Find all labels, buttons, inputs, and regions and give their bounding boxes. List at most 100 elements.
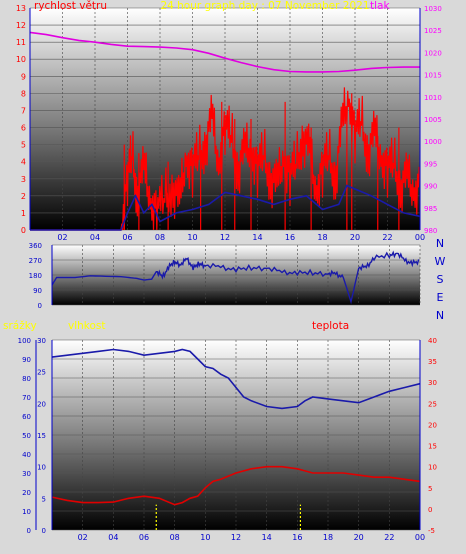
compass-label: N <box>436 237 444 250</box>
humidity-tick-label: 50 <box>22 432 31 440</box>
humidity-temperature-x-tick-label: 10 <box>200 533 210 542</box>
temperature-tick-label: 35 <box>428 358 437 366</box>
temperature-tick-label: 0 <box>428 506 432 514</box>
humidity-tick-label: 80 <box>22 375 31 383</box>
rain-tick-label: 0 <box>42 527 46 535</box>
pressure-tick-label: 995 <box>424 160 437 168</box>
humidity-temperature-x-tick-label: 16 <box>292 533 302 542</box>
wind-average-line <box>30 184 421 231</box>
compass-label: E <box>437 291 444 304</box>
wind-pressure-x-tick-label: 16 <box>285 233 295 242</box>
compass-label: N <box>436 309 444 322</box>
rain-tick-label: 10 <box>37 464 46 472</box>
wind-pressure-x-tick-label: 04 <box>90 233 100 242</box>
humidity-tick-label: 100 <box>18 337 31 345</box>
wind-pressure-x-tick-label: 06 <box>122 233 132 242</box>
wind-speed-tick-label: 13 <box>16 4 26 13</box>
wind-speed-tick-label: 0 <box>21 226 26 235</box>
humidity-tick-label: 10 <box>22 508 31 516</box>
pressure-tick-label: 1030 <box>424 5 442 13</box>
humidity-tick-label: 40 <box>22 451 31 459</box>
humidity-temperature-x-tick-label: 04 <box>108 533 118 542</box>
temperature-tick-label: 5 <box>428 485 432 493</box>
temperature-tick-label: 40 <box>428 337 437 345</box>
wind-pressure-x-tick-label: 08 <box>155 233 165 242</box>
pressure-tick-label: 980 <box>424 227 437 235</box>
direction-tick-label: 0 <box>38 302 42 310</box>
humidity-line <box>51 348 421 410</box>
wind-speed-tick-label: 11 <box>16 38 26 47</box>
humidity-temperature-x-tick-label: 18 <box>323 533 333 542</box>
temperature-tick-label: 20 <box>428 421 437 429</box>
temperature-tick-label: 10 <box>428 464 437 472</box>
compass-label: W <box>435 255 446 268</box>
humidity-temperature-x-tick-label: 06 <box>139 533 149 542</box>
wind-speed-tick-label: 4 <box>21 158 26 167</box>
direction-tick-label: 270 <box>29 257 42 265</box>
temperature-tick-label: 25 <box>428 400 437 408</box>
wind-pressure-x-tick-label: 02 <box>57 233 67 242</box>
rain-tick-label: 30 <box>37 337 46 345</box>
temperature-tick-label: -5 <box>428 527 435 535</box>
pressure-tick-label: 1025 <box>424 27 442 35</box>
humidity-tick-label: 30 <box>22 470 31 478</box>
rain-tick-label: 25 <box>37 369 46 377</box>
humidity-tick-label: 0 <box>27 527 31 535</box>
pressure-tick-label: 1020 <box>424 49 442 57</box>
wind-speed-tick-label: 8 <box>21 89 26 98</box>
pressure-tick-label: 985 <box>424 205 437 213</box>
wind-speed-tick-label: 2 <box>21 192 26 201</box>
wind-pressure-x-tick-label: 00 <box>415 233 425 242</box>
wind-pressure-x-tick-label: 22 <box>382 233 392 242</box>
humidity-temperature-x-tick-label: 22 <box>384 533 394 542</box>
pressure-tick-label: 1005 <box>424 116 442 124</box>
rain-tick-label: 5 <box>42 495 46 503</box>
humidity-axis-title: vlhkost <box>68 320 106 332</box>
humidity-tick-label: 90 <box>22 356 31 364</box>
wind-direction-line <box>51 250 420 305</box>
pressure-tick-label: 990 <box>424 183 437 191</box>
humidity-temperature-x-tick-label: 12 <box>231 533 241 542</box>
wind-pressure-x-tick-label: 12 <box>220 233 230 242</box>
humidity-temperature-x-tick-label: 08 <box>170 533 180 542</box>
wind-speed-axis-title: rychlost větru <box>34 0 107 12</box>
temperature-line <box>51 465 421 506</box>
wind-pressure-x-tick-label: 14 <box>252 233 262 242</box>
wind-speed-tick-label: 6 <box>21 124 26 133</box>
temperature-axis-title: teplota <box>312 320 349 332</box>
compass-label: S <box>437 273 444 286</box>
pressure-tick-label: 1010 <box>424 94 442 102</box>
wind-speed-tick-label: 7 <box>21 106 26 115</box>
humidity-temperature-x-tick-label: 02 <box>78 533 88 542</box>
rain-axis-title: srážky <box>3 320 37 332</box>
humidity-temperature-x-tick-label: 20 <box>354 533 364 542</box>
humidity-tick-label: 70 <box>22 394 31 402</box>
wind-pressure-x-tick-label: 10 <box>187 233 197 242</box>
humidity-tick-label: 20 <box>22 489 31 497</box>
pressure-tick-label: 1000 <box>424 138 442 146</box>
temperature-tick-label: 15 <box>428 443 437 451</box>
wind-speed-tick-label: 3 <box>21 175 26 184</box>
humidity-temperature-x-tick-label: 14 <box>262 533 272 542</box>
wind-speed-tick-label: 10 <box>16 55 26 64</box>
direction-tick-label: 90 <box>33 287 42 295</box>
pressure-axis-title: tlak <box>370 0 390 12</box>
wind-speed-tick-label: 5 <box>21 141 26 150</box>
direction-tick-label: 180 <box>29 272 42 280</box>
temperature-tick-label: 30 <box>428 379 437 387</box>
chart-title: 24 hour graph day : 07 November 2021 <box>160 0 369 12</box>
rain-tick-label: 20 <box>37 400 46 408</box>
rain-tick-label: 15 <box>37 432 46 440</box>
humidity-tick-label: 60 <box>22 413 31 421</box>
pressure-tick-label: 1015 <box>424 72 442 80</box>
humidity-temperature-x-tick-label: 00 <box>415 533 425 542</box>
wind-speed-tick-label: 1 <box>21 209 26 218</box>
wind-speed-tick-label: 12 <box>16 21 26 30</box>
pressure-line <box>29 31 420 73</box>
wind-pressure-x-tick-label: 20 <box>350 233 360 242</box>
wind-speed-line <box>30 87 420 231</box>
wind-speed-tick-label: 9 <box>21 72 26 81</box>
direction-tick-label: 360 <box>29 242 42 250</box>
wind-pressure-x-tick-label: 18 <box>317 233 327 242</box>
